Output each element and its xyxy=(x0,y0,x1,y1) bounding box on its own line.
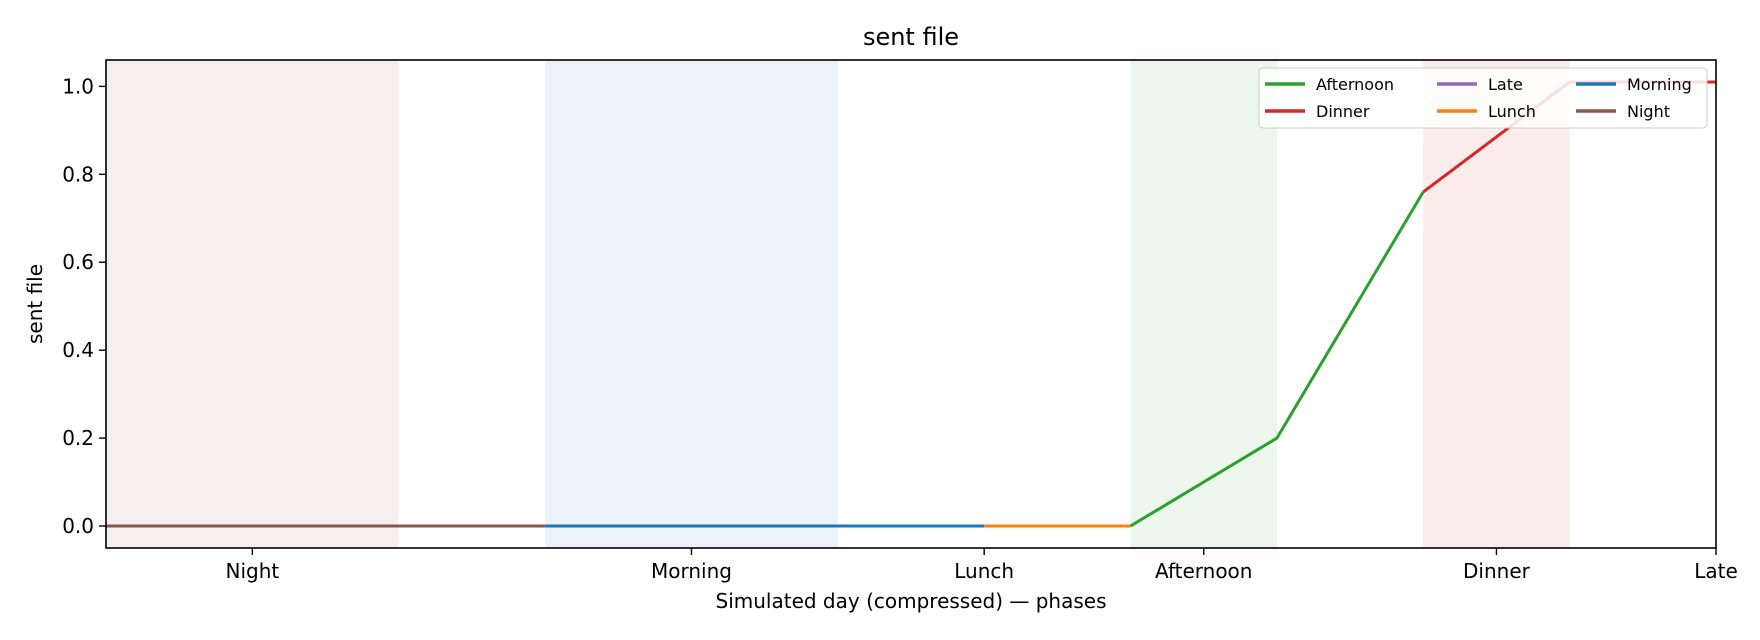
y-tick-label: 0.4 xyxy=(62,338,94,362)
phase-band xyxy=(106,60,399,548)
y-tick-label: 0.0 xyxy=(62,514,94,538)
phase-band xyxy=(1423,60,1570,548)
chart-title: sent file xyxy=(863,23,959,51)
plot-frame xyxy=(105,59,1717,549)
phase-bands xyxy=(106,60,1570,548)
series-line-afternoon xyxy=(1129,191,1425,528)
phase-band xyxy=(545,60,838,548)
phase-band xyxy=(1130,60,1277,548)
y-tick-label: 0.6 xyxy=(62,250,94,274)
y-axis: 0.0 0.2 0.4 0.6 0.8 1.0 xyxy=(62,74,106,538)
legend-entry: Dinner xyxy=(1316,102,1370,121)
x-tick-label: Dinner xyxy=(1463,559,1531,583)
x-tick-label: Morning xyxy=(651,559,732,583)
y-tick-label: 1.0 xyxy=(62,74,94,98)
x-axis-label: Simulated day (compressed) — phases xyxy=(716,589,1107,613)
x-axis: Night Morning Lunch Afternoon Dinner Late xyxy=(225,548,1738,583)
legend: Afternoon Dinner Late Lunch Morning Night xyxy=(1258,67,1708,129)
x-tick-label: Afternoon xyxy=(1155,559,1253,583)
legend-entry: Night xyxy=(1627,102,1670,121)
x-tick-label: Night xyxy=(225,559,279,583)
y-tick-label: 0.2 xyxy=(62,426,94,450)
y-tick-label: 0.8 xyxy=(62,162,94,186)
legend-entry: Morning xyxy=(1627,75,1692,94)
x-tick-label: Late xyxy=(1694,559,1738,583)
legend-entry: Late xyxy=(1488,75,1523,94)
x-tick-label: Lunch xyxy=(954,559,1014,583)
y-axis-label: sent file xyxy=(23,264,47,344)
legend-entry: Afternoon xyxy=(1316,75,1394,94)
legend-entry: Lunch xyxy=(1488,102,1536,121)
